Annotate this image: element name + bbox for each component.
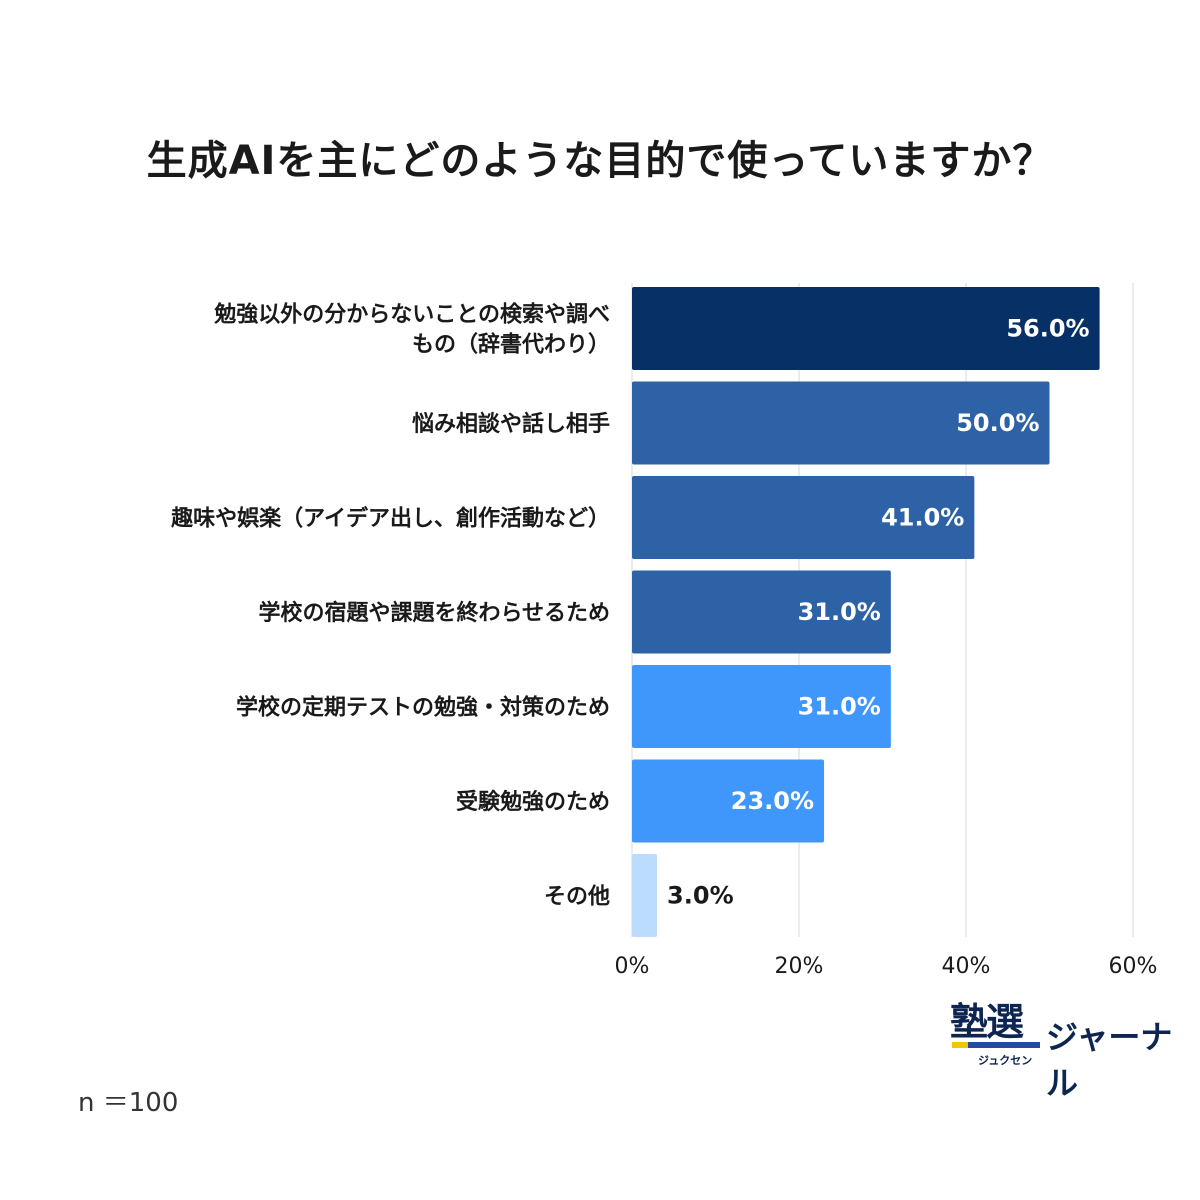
bar-value-label: 50.0%	[956, 409, 1039, 437]
x-tick-label: 60%	[1109, 954, 1158, 979]
bar	[632, 759, 825, 843]
bars: 56.0% 50.0% 41.0% 31.0% 31.0% 23.0% 3.0%	[632, 287, 1100, 937]
bar-value-label: 3.0%	[667, 882, 734, 910]
logo-underline	[952, 1042, 1040, 1048]
logo-kanji: 塾選	[950, 1000, 1024, 1044]
bar	[632, 854, 658, 937]
bar-value-label: 31.0%	[798, 693, 881, 721]
bar-value-label: 56.0%	[1006, 315, 1089, 343]
category-label: 受験勉強のため	[456, 789, 610, 815]
bar-value-label: 41.0%	[881, 504, 964, 532]
x-tick-label: 0%	[615, 954, 650, 979]
bar-value-label: 31.0%	[798, 598, 881, 626]
bar-chart: 56.0% 50.0% 41.0% 31.0% 31.0% 23.0% 3.0% 勉強以外の…	[170, 283, 1158, 979]
category-label: 趣味や娯楽（アイデア出し、創作活動など）	[170, 506, 610, 532]
category-labels: 勉強以外の分からないことの検索や調べもの（辞書代わり） 悩み相談や話し相手趣味や娯…	[170, 302, 610, 910]
x-tick-label: 20%	[775, 954, 824, 979]
sample-size-note: n ＝100	[78, 1088, 179, 1118]
bar-value-label: 23.0%	[731, 787, 814, 815]
bar	[632, 665, 891, 748]
bar	[632, 287, 1100, 370]
category-label: その他	[544, 885, 610, 910]
logo-journal: ジャーナル	[1046, 1018, 1173, 1102]
category-label: 悩み相談や話し相手	[412, 411, 610, 437]
x-axis-ticks: 0% 20% 40% 60%	[615, 954, 1158, 979]
category-label: 学校の宿題や課題を終わらせるため	[258, 600, 610, 626]
category-label: 学校の定期テストの勉強・対策のため	[236, 695, 610, 721]
bar	[632, 570, 891, 654]
x-tick-label: 40%	[942, 954, 991, 979]
category-label: 勉強以外の分からないことの検索や調べもの（辞書代わり）	[213, 302, 610, 358]
bar	[632, 476, 975, 559]
logo-kana: ジュクセン	[978, 1054, 1033, 1067]
juku-sen-journal-logo: 塾選 ジュクセン ジャーナル	[950, 1000, 1180, 1102]
bar	[632, 381, 1050, 465]
chart-title: 生成AIを主にどのような目的で使っていますか？	[146, 138, 1054, 184]
